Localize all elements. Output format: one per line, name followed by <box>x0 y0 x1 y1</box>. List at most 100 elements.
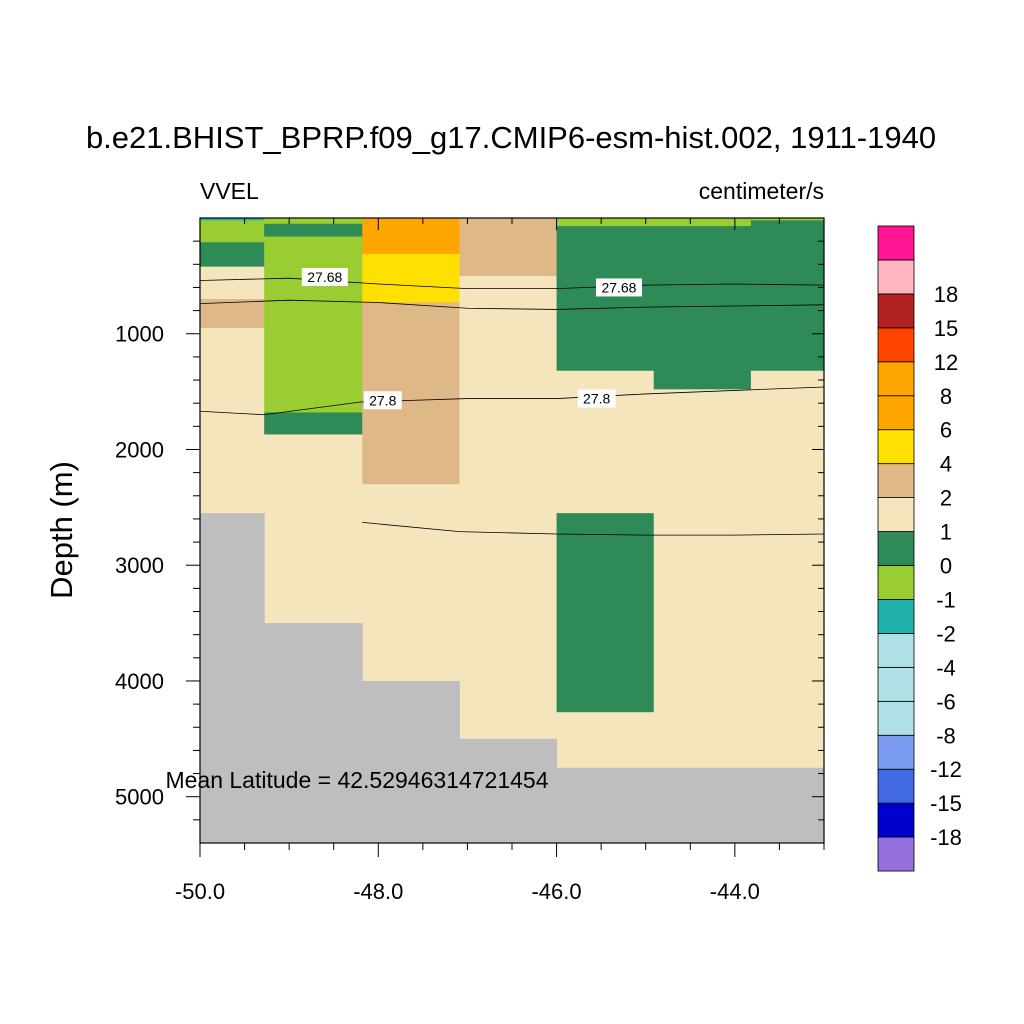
colorbar-box <box>877 666 915 702</box>
heatmap-cell-2-3 <box>362 484 460 682</box>
heatmap-cell-6-1 <box>750 220 825 372</box>
contour-label-bg-0-1 <box>595 278 642 297</box>
plot-area: 27.68 27.68 27.8 27.8 -50.0 -48.0 -46.0 -44.0 1… <box>115 217 825 904</box>
heatmap-cell-1-2 <box>264 236 363 413</box>
contour-label-0-1: 27.68 <box>601 279 636 295</box>
contour-label-bg-0-0 <box>301 268 348 287</box>
contour-line-2 <box>199 386 825 416</box>
colorbar-label: -6 <box>936 689 956 714</box>
heatmap-cells <box>200 218 825 769</box>
x-tick-label: -48.0 <box>353 879 403 904</box>
heatmap-cell-0-0 <box>200 218 265 221</box>
colorbar-box <box>877 259 915 295</box>
variable-label: VVEL <box>200 178 259 204</box>
colorbar-label: -2 <box>936 621 956 646</box>
heatmap-cell-0-5 <box>200 327 265 514</box>
heatmap-cell-4-0 <box>556 218 655 227</box>
land-cell-0 <box>200 513 265 843</box>
heatmap-cell-1-4 <box>264 434 363 624</box>
contour-line-3 <box>362 521 825 536</box>
colorbar-box <box>877 700 915 736</box>
heatmap-cell-4-1 <box>556 226 655 372</box>
colorbar-box <box>877 463 915 498</box>
contour-label-2-1: 27.8 <box>583 391 610 407</box>
heatmap-cell-5-0 <box>653 218 752 227</box>
land-cell-1 <box>264 623 363 843</box>
colorbar-label: 6 <box>940 418 952 443</box>
colorbar-box <box>877 361 915 397</box>
land-cell-2 <box>362 680 460 843</box>
contour-lines: 27.68 27.68 27.8 27.8 <box>199 268 825 536</box>
plot-frame <box>199 217 825 844</box>
colorbar-box <box>877 225 915 261</box>
colorbar-box <box>877 327 915 363</box>
heatmap-cell-0-1 <box>200 220 265 243</box>
colorbar-box <box>877 599 915 634</box>
colorbar-label: -18 <box>930 825 962 850</box>
colorbar-label: 15 <box>934 316 958 341</box>
colorbar-box <box>877 802 915 838</box>
colorbar-label: 18 <box>934 282 958 307</box>
colorbar-box <box>877 293 915 329</box>
x-tick-label: -44.0 <box>710 879 760 904</box>
heatmap-cell-4-3 <box>556 513 655 713</box>
colorbar-label: -1 <box>936 587 956 612</box>
heatmap-cell-0-4 <box>200 299 265 329</box>
colorbar-box <box>877 395 915 431</box>
land-cell-4 <box>556 767 655 843</box>
y-tick-label: 3000 <box>115 553 164 578</box>
land-mask <box>200 513 825 843</box>
heatmap-cell-1-0 <box>264 218 363 225</box>
x-tick-label: -50.0 <box>175 879 225 904</box>
colorbar-label: -12 <box>930 757 962 782</box>
heatmap-cell-2-0 <box>362 218 460 255</box>
colorbar-box <box>877 836 915 872</box>
heatmap-cell-5-2 <box>653 389 752 769</box>
mean-latitude-annotation: Mean Latitude = 42.52946314721454 <box>165 767 548 793</box>
colorbar-label: -15 <box>930 791 962 816</box>
contour-label-bg-2-1 <box>577 389 616 408</box>
heatmap-cell-6-2 <box>750 370 825 769</box>
colorbar-box <box>877 429 915 465</box>
heatmap-cell-6-0 <box>750 218 825 221</box>
colorbar-label: 2 <box>940 486 952 511</box>
heatmap-cell-4-4 <box>556 712 655 769</box>
y-tick-label: 5000 <box>115 785 164 810</box>
colorbar-label: 12 <box>934 350 958 375</box>
x-tick-label: -46.0 <box>531 879 581 904</box>
land-cell-5 <box>653 767 752 843</box>
units-label: centimeter/s <box>699 178 824 204</box>
land-cell-6 <box>750 767 825 843</box>
colorbar-box <box>877 531 915 566</box>
y-tick-label: 1000 <box>115 322 164 347</box>
axis-ticks: -50.0 -48.0 -46.0 -44.0 1000 2000 3000 4000 5000 <box>115 218 825 904</box>
colorbar-box <box>877 497 915 532</box>
colorbar-label: 4 <box>940 452 952 477</box>
colorbar-label: 1 <box>940 520 952 545</box>
colorbar-label: 0 <box>940 554 952 579</box>
heatmap-cell-3-1 <box>459 275 558 740</box>
colorbar-label: 8 <box>940 384 952 409</box>
heatmap-cell-0-3 <box>200 266 265 300</box>
colorbar-box <box>877 734 915 770</box>
colorbar-box <box>877 768 915 804</box>
chart-title: b.e21.BHIST_BPRP.f09_g17.CMIP6-esm-hist.… <box>86 120 936 155</box>
colorbar-box <box>877 633 915 668</box>
contour-label-0-0: 27.68 <box>307 269 342 285</box>
heatmap-cell-1-1 <box>264 223 363 238</box>
heatmap-cell-2-1 <box>362 253 460 303</box>
heatmap-cell-1-3 <box>264 412 363 435</box>
heatmap-cell-0-2 <box>200 242 265 268</box>
heatmap-cell-5-1 <box>653 226 752 390</box>
y-tick-label: 2000 <box>115 437 164 462</box>
colorbar-box <box>877 565 915 600</box>
heatmap-cell-3-0 <box>459 218 558 277</box>
contour-line-1 <box>199 299 825 310</box>
colorbar-label: -4 <box>936 655 956 680</box>
contour-label-bg-2-0 <box>363 391 402 410</box>
y-axis-title: Depth (m) <box>44 461 79 599</box>
land-cell-3 <box>459 738 558 843</box>
contour-label-2-0: 27.8 <box>369 392 396 408</box>
